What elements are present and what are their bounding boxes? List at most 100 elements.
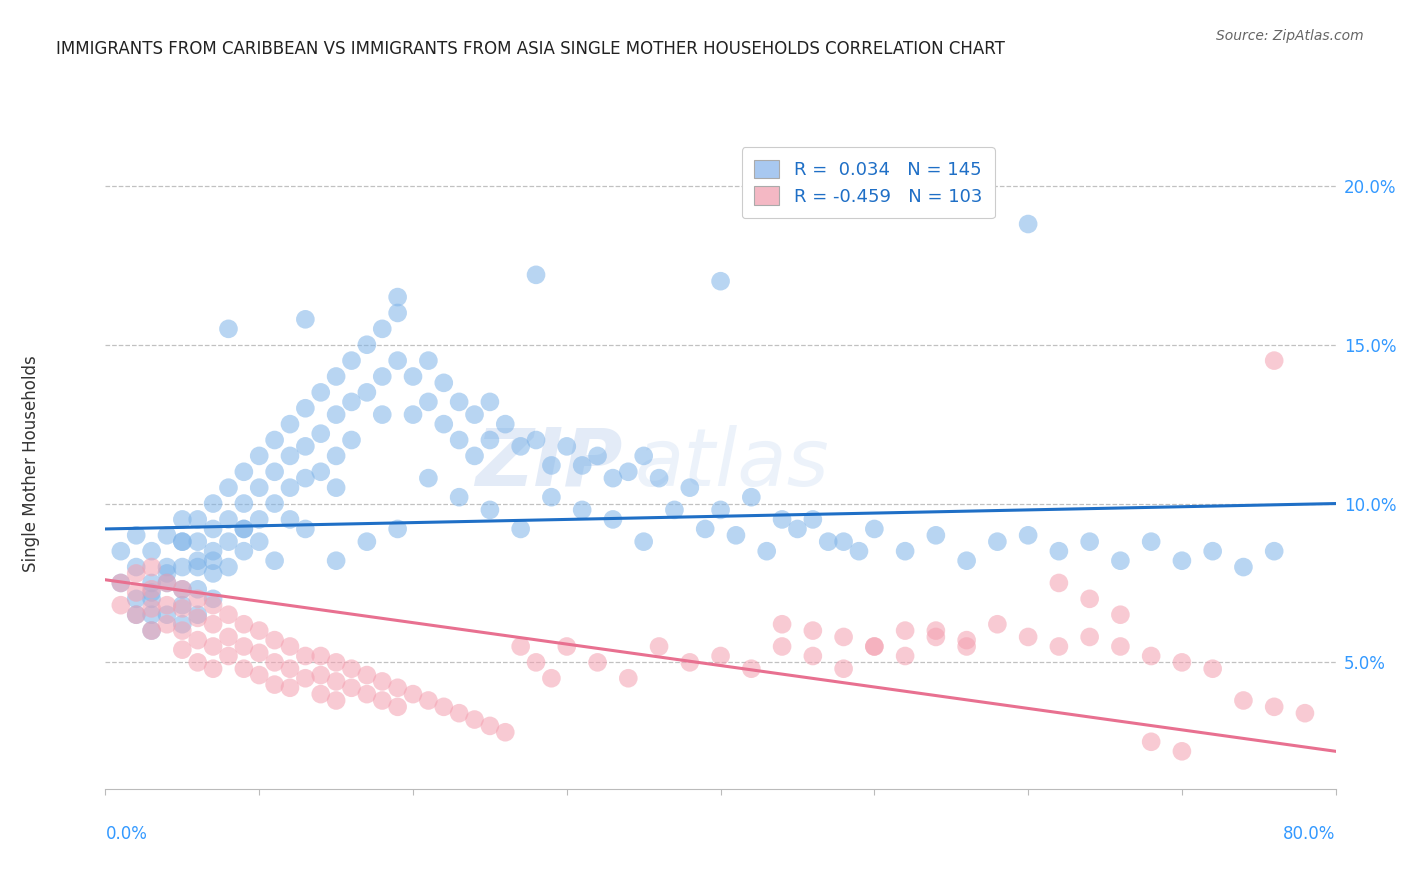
Point xyxy=(218,481,240,495)
Point xyxy=(156,528,179,542)
Point xyxy=(387,681,409,695)
Point xyxy=(247,624,270,638)
Point xyxy=(187,607,209,622)
Point xyxy=(449,395,471,409)
Point xyxy=(294,312,316,326)
Point xyxy=(218,630,240,644)
Point xyxy=(325,449,347,463)
Point xyxy=(801,512,824,526)
Point xyxy=(125,566,148,581)
Point xyxy=(141,582,163,597)
Point xyxy=(679,656,702,670)
Point xyxy=(187,591,209,606)
Point xyxy=(141,576,163,591)
Point xyxy=(695,522,717,536)
Point xyxy=(648,640,671,654)
Point xyxy=(232,465,254,479)
Point xyxy=(740,662,762,676)
Point xyxy=(202,598,225,612)
Point xyxy=(232,544,254,558)
Point xyxy=(141,607,163,622)
Point xyxy=(232,640,254,654)
Point xyxy=(387,306,409,320)
Point xyxy=(247,668,270,682)
Text: IMMIGRANTS FROM CARIBBEAN VS IMMIGRANTS FROM ASIA SINGLE MOTHER HOUSEHOLDS CORRE: IMMIGRANTS FROM CARIBBEAN VS IMMIGRANTS … xyxy=(56,40,1005,58)
Point xyxy=(202,497,225,511)
Point xyxy=(664,503,686,517)
Point xyxy=(247,512,270,526)
Point xyxy=(172,642,194,657)
Point xyxy=(1047,576,1070,591)
Point xyxy=(710,274,733,288)
Point xyxy=(294,401,316,416)
Point xyxy=(202,544,225,558)
Point xyxy=(524,433,547,447)
Point xyxy=(586,656,609,670)
Point xyxy=(371,369,394,384)
Point xyxy=(770,512,793,526)
Point xyxy=(433,417,456,431)
Point xyxy=(1263,544,1285,558)
Point xyxy=(832,662,855,676)
Point xyxy=(817,534,839,549)
Point xyxy=(387,699,409,714)
Point xyxy=(218,534,240,549)
Text: Source: ZipAtlas.com: Source: ZipAtlas.com xyxy=(1216,29,1364,43)
Point xyxy=(232,617,254,632)
Point xyxy=(218,607,240,622)
Point xyxy=(1047,544,1070,558)
Point xyxy=(602,471,624,485)
Point xyxy=(110,576,132,591)
Point xyxy=(125,607,148,622)
Point xyxy=(786,522,808,536)
Point xyxy=(340,395,363,409)
Point xyxy=(278,681,301,695)
Point xyxy=(141,591,163,606)
Point xyxy=(1017,217,1039,231)
Point xyxy=(141,624,163,638)
Point xyxy=(247,481,270,495)
Point xyxy=(433,376,456,390)
Point xyxy=(156,617,179,632)
Point xyxy=(218,560,240,574)
Point xyxy=(294,471,316,485)
Point xyxy=(263,633,285,648)
Point xyxy=(1017,528,1039,542)
Point xyxy=(309,687,332,701)
Point xyxy=(617,671,640,685)
Point xyxy=(1263,353,1285,368)
Point xyxy=(449,433,471,447)
Point xyxy=(648,471,671,485)
Point xyxy=(309,426,332,441)
Point xyxy=(263,497,285,511)
Point xyxy=(617,465,640,479)
Point xyxy=(801,624,824,638)
Point xyxy=(247,449,270,463)
Point xyxy=(371,693,394,707)
Point xyxy=(356,687,378,701)
Point xyxy=(110,576,132,591)
Point xyxy=(571,458,593,473)
Point xyxy=(371,674,394,689)
Point xyxy=(278,417,301,431)
Point xyxy=(710,503,733,517)
Point xyxy=(387,522,409,536)
Point xyxy=(187,611,209,625)
Point xyxy=(986,617,1008,632)
Point xyxy=(247,534,270,549)
Point xyxy=(263,554,285,568)
Point xyxy=(894,648,917,663)
Point xyxy=(125,585,148,599)
Point xyxy=(371,322,394,336)
Point xyxy=(387,353,409,368)
Point xyxy=(202,522,225,536)
Point xyxy=(1078,630,1101,644)
Point xyxy=(433,699,456,714)
Point xyxy=(770,617,793,632)
Point xyxy=(141,624,163,638)
Point xyxy=(340,681,363,695)
Point xyxy=(325,693,347,707)
Point xyxy=(309,385,332,400)
Point xyxy=(986,534,1008,549)
Point xyxy=(956,633,979,648)
